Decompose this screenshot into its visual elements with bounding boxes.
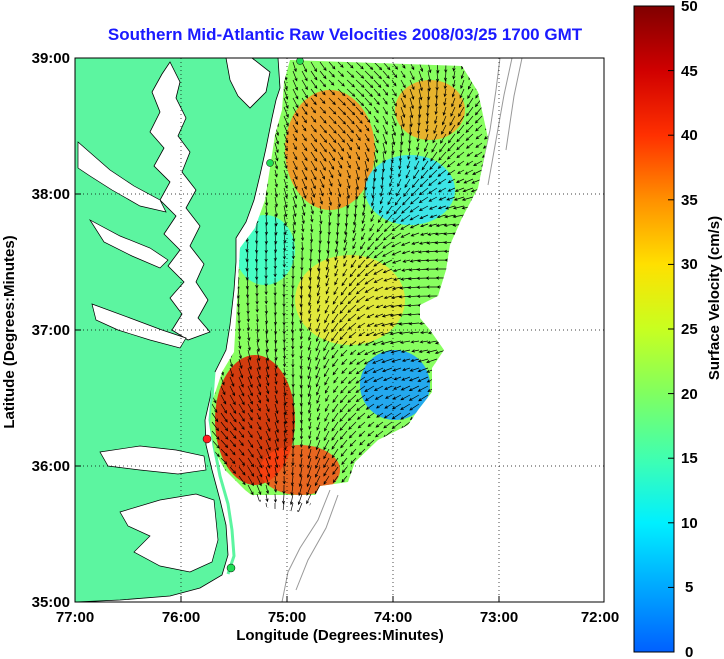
colorbar-tick-label: 20 (681, 386, 698, 403)
station-marker (226, 563, 236, 573)
colorbar-tick-label: 45 (681, 63, 698, 80)
colorbar-tick-label: 5 (685, 579, 693, 596)
colorbar-ticks (668, 70, 674, 588)
potomac-river (77, 141, 167, 213)
y-tick-label: 36:00 (32, 458, 70, 475)
colorbar-label: Surface Velocity (cm/s) (706, 216, 723, 380)
chesapeake-bay (149, 61, 211, 341)
colorbar-tick-label: 15 (681, 450, 698, 467)
x-tick-label: 74:00 (374, 609, 412, 626)
x-tick-label: 72:00 (581, 609, 619, 626)
colorbar: 50 45 40 35 30 25 20 15 10 5 0 Surface V… (633, 0, 723, 659)
velocity-blob-mid (295, 255, 405, 345)
station-marker (296, 58, 304, 65)
x-tick-label: 77:00 (56, 609, 94, 626)
velocity-blob-high-north (285, 90, 375, 210)
velocity-blob-low-south (360, 350, 430, 420)
bathymetry-contours (281, 58, 523, 602)
colorbar-tick-label: 50 (681, 0, 698, 15)
y-tick-label: 38:00 (32, 186, 70, 203)
grid-lines (75, 58, 604, 602)
colorbar-tick-label: 30 (681, 256, 698, 273)
delaware-bay (225, 58, 271, 109)
colorbar-tick-label: 35 (681, 192, 698, 209)
map-title: Southern Mid-Atlantic Raw Velocities 200… (108, 25, 583, 44)
colorbar-tick-label: 0 (685, 644, 693, 659)
x-axis-label: Longitude (Degrees:Minutes) (236, 627, 444, 644)
y-axis: 39:00 38:00 37:00 36:00 35:00 Latitude (… (1, 50, 70, 611)
y-axis-label: Latitude (Degrees:Minutes) (1, 235, 18, 428)
x-axis: 77:00 76:00 75:00 74:00 73:00 72:00 Long… (56, 609, 619, 644)
y-tick-label: 35:00 (32, 594, 70, 611)
x-tick-label: 76:00 (162, 609, 200, 626)
colorbar-tick-label: 40 (681, 127, 698, 144)
station-marker (202, 434, 212, 444)
x-tick-label: 75:00 (268, 609, 306, 626)
x-tick-label: 73:00 (480, 609, 518, 626)
tick-marks (75, 193, 500, 602)
colorbar-tick-label: 10 (681, 515, 698, 532)
albemarle-sound (99, 445, 207, 475)
pamlico-sound (119, 493, 219, 573)
velocity-blob-low-east (365, 155, 455, 225)
station-marker (266, 159, 274, 167)
barrier-island (208, 371, 236, 575)
plot-area (74, 57, 605, 603)
y-tick-label: 39:00 (32, 50, 70, 67)
velocity-blob-high-sw (260, 445, 340, 495)
james-river (91, 303, 187, 349)
colorbar-gradient (633, 5, 675, 653)
rappahannock-river (88, 219, 169, 269)
y-tick-label: 37:00 (32, 322, 70, 339)
colorbar-tick-label: 25 (681, 321, 698, 338)
